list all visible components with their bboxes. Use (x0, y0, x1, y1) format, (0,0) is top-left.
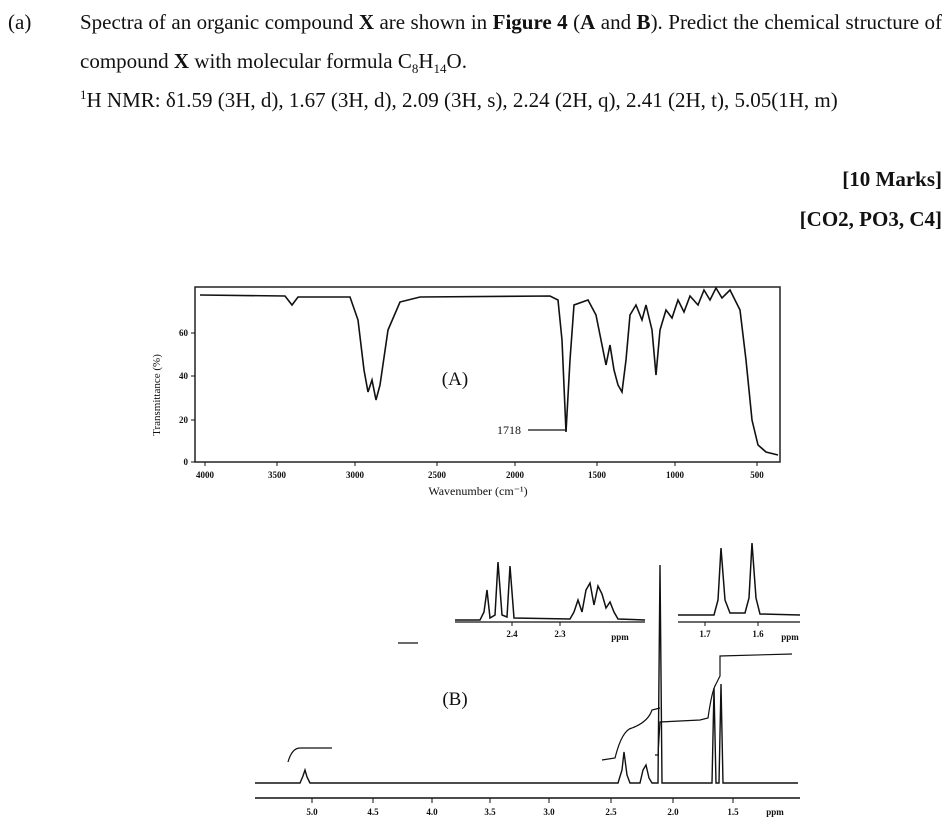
tick-label: 5.0 (306, 807, 318, 817)
subscript: 14 (433, 61, 447, 77)
intro: Spectra of an organic compound X are sho… (80, 3, 942, 81)
axis-unit: ppm (781, 632, 799, 642)
tick-label: 500 (750, 470, 764, 480)
tick-label: 2.5 (605, 807, 617, 817)
axis-unit: ppm (611, 632, 629, 642)
tick-label: 3000 (346, 470, 365, 480)
ir-y-ticks: 60 40 20 0 (179, 328, 195, 467)
tick-label: 2.4 (506, 629, 518, 639)
tick-label: 2000 (506, 470, 525, 480)
integral (287, 747, 332, 763)
superscript: 1 (80, 87, 87, 102)
ir-x-ticks: 4000 3500 3000 2500 2000 1500 1000 500 (196, 462, 764, 480)
tick-label: 20 (179, 415, 189, 425)
tick-label: 1.7 (699, 629, 711, 639)
figure-label: (B) (442, 689, 467, 710)
tick-label: 4.5 (367, 807, 379, 817)
tick-label: 3.5 (484, 807, 496, 817)
text: Spectra of an organic compound (80, 10, 359, 34)
question-label: (a) (8, 10, 32, 34)
text: and (595, 10, 637, 34)
tick-label: 4.0 (426, 807, 438, 817)
text: B (636, 10, 651, 34)
tick-label: 3.0 (543, 807, 555, 817)
tick-label: 0 (184, 457, 189, 467)
figure-label: (A) (442, 369, 468, 390)
text: A (580, 10, 596, 34)
tick-label: 3500 (268, 470, 287, 480)
tick-label: 1000 (666, 470, 685, 480)
tick-label: 60 (179, 328, 189, 338)
inset-2-curve (678, 542, 801, 616)
text: are shown in (373, 10, 493, 34)
tick-label: 2500 (428, 470, 447, 480)
nmr-curve (255, 564, 798, 784)
text: X (358, 10, 374, 34)
text: ( (567, 10, 581, 34)
subscript: 8 (411, 61, 419, 77)
x-axis-label: Wavenumber (cm⁻¹) (428, 484, 527, 498)
tick-label: 1500 (588, 470, 607, 480)
text: ). Predict the chemical structure of com… (80, 10, 942, 73)
inset-1-curve (455, 561, 646, 621)
tick-label: 2.0 (667, 807, 679, 817)
axis-unit: ppm (766, 807, 784, 817)
text: X (173, 49, 190, 73)
question-text: Spectra of an organic compound X are sho… (80, 3, 942, 120)
tick-label: 2.3 (554, 629, 566, 639)
tick-label: 4000 (196, 470, 215, 480)
y-axis-label: Transmittance (%) (151, 354, 163, 436)
outcomes: [CO2, PO3, C4] (799, 207, 942, 231)
integral (655, 653, 793, 756)
ir-curve (199, 286, 779, 456)
inset-area (455, 540, 645, 620)
marks: [10 Marks] (842, 167, 942, 191)
integral (601, 707, 661, 761)
tick-label: 1.6 (752, 629, 764, 639)
text: Figure 4 (492, 10, 568, 34)
text: H (418, 49, 434, 73)
text: H NMR: δ1.59 (3H, d), 1.67 (3H, d), 2.09… (86, 88, 838, 112)
ir-frame (194, 286, 781, 463)
tick-label: 40 (179, 371, 189, 381)
text: O. (446, 49, 467, 73)
nmr-x-ticks: 5.0 4.5 4.0 3.5 3.0 2.5 2.0 1.5 ppm 2.4 2.3 ppm 1.7 1… (306, 622, 799, 817)
nmr-data: 1H NMR: δ1.59 (3H, d), 1.67 (3H, d), 2.0… (80, 81, 942, 120)
text: with molecular formula C (189, 49, 412, 73)
tick-label: 1.5 (727, 807, 739, 817)
ir-annotation: 1718 (497, 423, 521, 437)
